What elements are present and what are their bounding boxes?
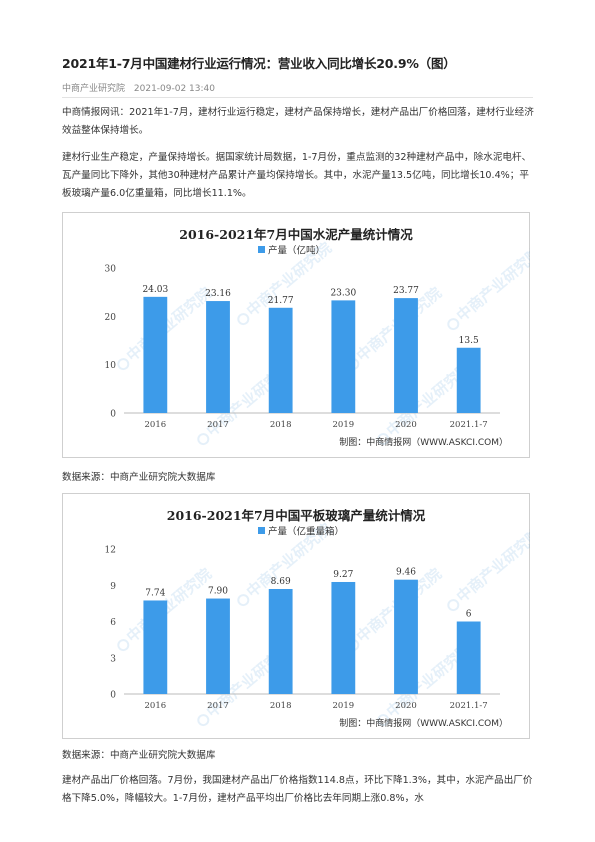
data-label: 9.46 <box>396 568 416 578</box>
y-tick-label: 20 <box>105 313 117 323</box>
x-tick-label: 2017 <box>207 701 229 711</box>
y-tick-label: 30 <box>105 265 117 275</box>
glass-chart: 中商产业研究院中商产业研究院中商产业研究院中商产业研究院中商产业研究院中商产业研… <box>62 493 530 739</box>
data-label: 8.69 <box>271 577 291 587</box>
bar <box>456 621 481 694</box>
y-tick-label: 9 <box>110 582 116 592</box>
paragraph-intro: 中商情报网讯：2021年1-7月，建材行业运行稳定，建材产品保持增长，建材产品出… <box>62 107 534 136</box>
data-label: 13.5 <box>459 336 479 346</box>
x-tick-label: 2019 <box>333 701 355 711</box>
data-label: 23.77 <box>393 286 419 296</box>
chart-credit: 制图：中商情报网（WWW.ASKCI.COM） <box>339 436 508 448</box>
bar <box>206 598 230 694</box>
y-tick-label: 0 <box>110 410 116 420</box>
data-label: 9.27 <box>333 570 353 580</box>
article-date: 2021-09-02 13:40 <box>133 84 215 94</box>
x-tick-label: 2021.1-7 <box>450 701 488 711</box>
bar <box>143 600 168 694</box>
paragraph-prices: 建材产品出厂价格回落。7月份，我国建材产品出厂价格指数114.8点，环比下降1.… <box>62 775 533 804</box>
paragraph-production: 建材行业生产稳定，产量保持增长。据国家统计局数据，1-7月份，重点监测的32种建… <box>62 152 532 199</box>
chart-frame <box>62 493 530 739</box>
bar <box>394 298 418 413</box>
x-tick-label: 2021.1-7 <box>450 420 488 430</box>
legend-swatch <box>258 527 265 534</box>
y-tick-label: 12 <box>105 546 116 556</box>
data-label: 7.74 <box>145 588 165 598</box>
chart-title: 2016-2021年7月中国水泥产量统计情况 <box>179 227 413 242</box>
y-tick-label: 0 <box>110 691 116 701</box>
data-label: 21.77 <box>268 296 294 306</box>
chart-title: 2016-2021年7月中国平板玻璃产量统计情况 <box>167 508 426 523</box>
watermark-logo-icon <box>237 594 250 607</box>
divider <box>62 97 533 98</box>
watermark-logo-icon <box>197 714 210 727</box>
y-tick-label: 3 <box>110 654 116 664</box>
watermark-logo-icon <box>237 313 250 326</box>
data-label: 7.90 <box>208 587 228 597</box>
bar <box>143 296 168 413</box>
legend-swatch <box>258 246 265 253</box>
watermark-logo-icon <box>377 433 390 446</box>
cement-chart-svg: 中商产业研究院中商产业研究院中商产业研究院中商产业研究院中商产业研究院中商产业研… <box>62 212 530 458</box>
x-tick-label: 2016 <box>145 701 167 711</box>
x-tick-label: 2018 <box>270 701 292 711</box>
data-label: 23.16 <box>205 289 231 299</box>
article-title: 2021年1-7月中国建材行业运行情况：营业收入同比增长20.9%（图） <box>62 56 456 71</box>
article-meta: 中商产业研究院 2021-09-02 13:40 <box>62 81 221 94</box>
data-label: 6 <box>466 610 472 620</box>
legend-label: 产量（亿吨） <box>268 245 325 257</box>
bar <box>268 307 293 413</box>
x-tick-label: 2018 <box>270 420 292 430</box>
bar <box>456 347 481 413</box>
x-tick-label: 2020 <box>395 420 417 430</box>
watermark-logo-icon <box>377 714 390 727</box>
data-source-2: 数据来源：中商产业研究院大数据库 <box>62 750 216 761</box>
x-tick-label: 2020 <box>395 701 417 711</box>
y-tick-label: 10 <box>105 361 117 371</box>
watermark-logo-icon <box>117 358 130 371</box>
bar <box>331 581 356 694</box>
x-tick-label: 2019 <box>333 420 355 430</box>
watermark-logo-icon <box>197 433 210 446</box>
watermark-logo-icon <box>447 318 460 331</box>
watermark-logo-icon <box>447 599 460 612</box>
x-tick-label: 2016 <box>145 420 167 430</box>
cement-chart: 中商产业研究院中商产业研究院中商产业研究院中商产业研究院中商产业研究院中商产业研… <box>62 212 530 458</box>
data-label: 24.03 <box>142 285 168 295</box>
article-source[interactable]: 中商产业研究院 <box>62 84 126 94</box>
data-label: 23.30 <box>330 288 356 298</box>
y-tick-label: 6 <box>110 618 116 628</box>
watermark-logo-icon <box>117 639 130 652</box>
glass-chart-svg: 中商产业研究院中商产业研究院中商产业研究院中商产业研究院中商产业研究院中商产业研… <box>62 493 530 739</box>
bar <box>268 588 293 694</box>
data-source-1: 数据来源：中商产业研究院大数据库 <box>62 472 216 483</box>
x-tick-label: 2017 <box>207 420 229 430</box>
chart-frame <box>62 212 530 458</box>
legend-label: 产量（亿重量箱） <box>268 526 344 538</box>
bar <box>206 301 230 413</box>
bar <box>394 579 418 694</box>
bar <box>331 300 356 413</box>
chart-credit: 制图：中商情报网（WWW.ASKCI.COM） <box>339 717 508 729</box>
